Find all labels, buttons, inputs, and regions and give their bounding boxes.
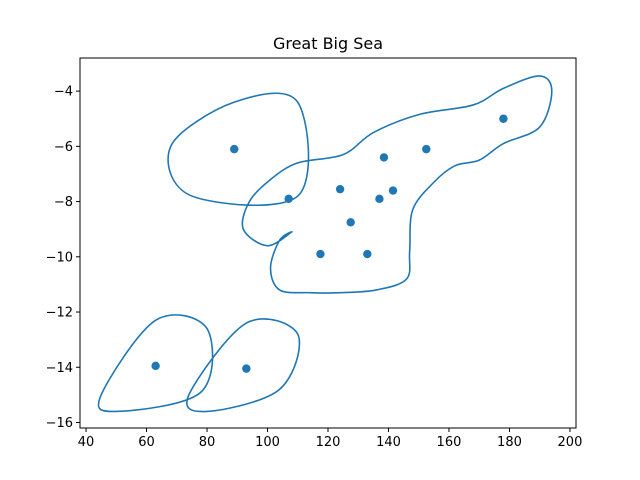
outline-3 (186, 318, 301, 413)
x-tick-label: 100 (255, 435, 280, 450)
outline-4 (241, 75, 553, 294)
data-point-3 (316, 249, 325, 259)
data-point-13 (242, 364, 251, 373)
contour-outlines (97, 75, 553, 413)
data-point-1 (230, 144, 239, 154)
y-tick-label: −12 (46, 306, 73, 321)
scatter-points (151, 114, 508, 373)
y-tick-label: −8 (54, 195, 73, 210)
data-point-10 (422, 144, 431, 154)
outline-1 (167, 92, 310, 207)
chart-title: Great Big Sea (273, 34, 383, 53)
y-tick-label: −16 (46, 416, 73, 431)
x-tick-label: 160 (437, 435, 462, 450)
x-axis: 40 60 80 100 120 140 160 180 200 (78, 428, 583, 450)
x-tick-label: 200 (558, 435, 583, 450)
y-tick-label: −10 (46, 250, 73, 265)
x-tick-label: 140 (376, 435, 401, 450)
data-point-4 (335, 184, 345, 194)
x-tick-label: 80 (199, 435, 216, 450)
y-tick-label: −14 (46, 361, 73, 376)
x-tick-label: 180 (497, 435, 522, 450)
data-point-6 (363, 249, 372, 259)
data-point-9 (388, 186, 398, 195)
data-point-12 (151, 361, 160, 371)
y-tick-label: −6 (54, 140, 73, 155)
x-tick-label: 120 (316, 435, 341, 450)
y-tick-label: −4 (54, 85, 73, 100)
data-point-2 (284, 194, 293, 204)
x-tick-label: 40 (78, 435, 95, 450)
data-point-5 (346, 218, 355, 227)
outline-2 (97, 314, 214, 413)
data-point-8 (379, 153, 389, 162)
data-point-11 (499, 114, 508, 123)
y-axis: −4 −6 −8 −10 −12 −14 −16 (46, 85, 80, 431)
data-point-7 (375, 194, 384, 204)
x-tick-label: 60 (138, 435, 155, 450)
